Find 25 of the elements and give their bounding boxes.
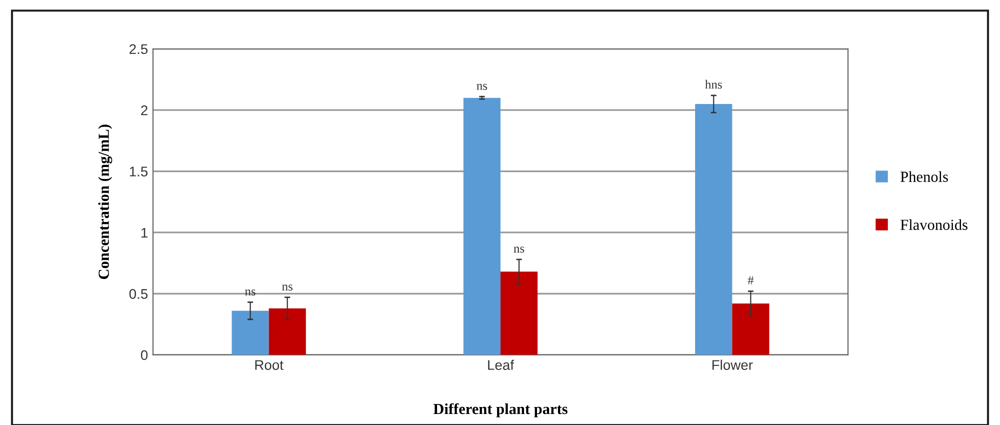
annotation: ns — [245, 290, 256, 296]
bar — [500, 272, 538, 355]
legend-label: Phenols — [900, 171, 948, 182]
annotation: ns — [514, 246, 524, 253]
annotation: # — [748, 276, 754, 284]
y-axis-title: Concentration (mg/mL) — [98, 124, 112, 279]
annotation: hns — [705, 80, 722, 89]
bar — [732, 303, 770, 355]
x-tick-label: Root — [255, 360, 284, 370]
annotation: ns — [476, 84, 488, 90]
bar — [268, 308, 306, 355]
legend-label: Flavonoids — [900, 219, 968, 230]
y-tick-label: 2 — [141, 105, 148, 116]
y-tick-label: 1.5 — [130, 166, 148, 176]
y-tick-label: 1 — [141, 228, 148, 238]
annotation: ns — [282, 284, 292, 291]
x-tick-label: Leaf — [488, 360, 514, 370]
x-tick-label: Flower — [712, 360, 753, 370]
y-tick-label: 0.5 — [129, 289, 148, 299]
y-tick-label: 2.5 — [130, 44, 148, 54]
bar — [695, 104, 732, 355]
x-axis-title: Different plant parts — [433, 403, 568, 418]
bar — [232, 310, 269, 355]
bar — [463, 98, 500, 355]
y-tick-label: 0 — [140, 350, 148, 360]
